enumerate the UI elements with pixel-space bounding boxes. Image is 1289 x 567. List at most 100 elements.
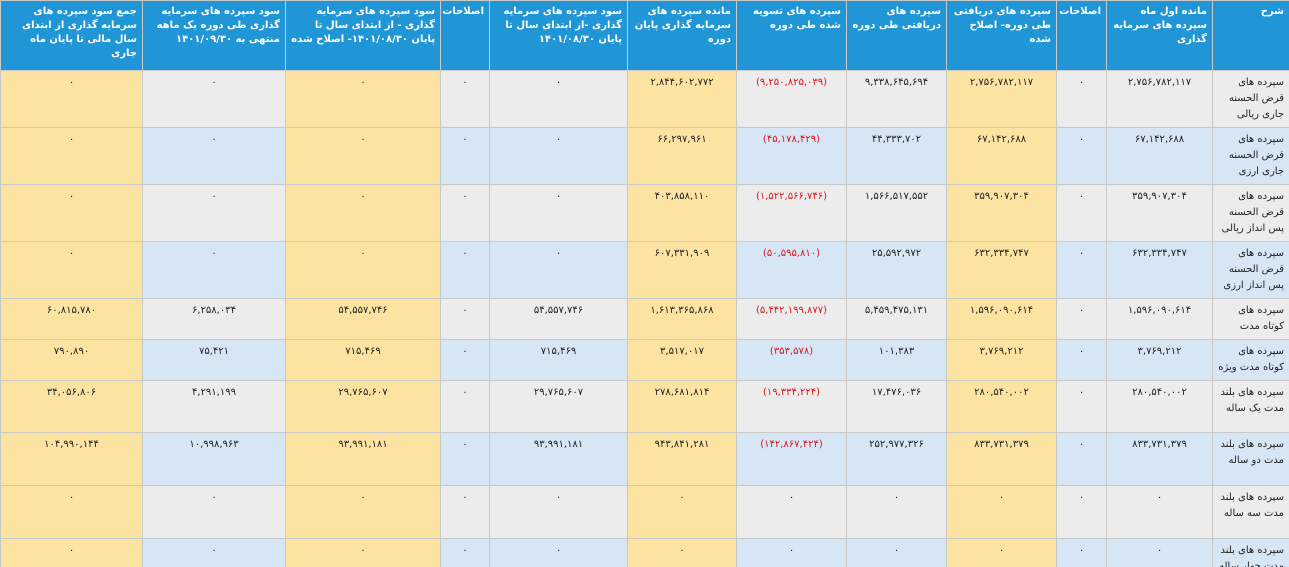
table-cell: (۱۹,۳۳۴,۲۲۴): [736, 380, 847, 433]
table-cell: ۵,۴۵۹,۴۷۵,۱۳۱: [846, 298, 947, 340]
row-label: سپرده های بلند مدت دو ساله: [1212, 432, 1289, 486]
table-cell: ۳,۷۶۹,۲۱۲: [946, 339, 1057, 381]
table-cell: ۱۰۴,۹۹۰,۱۴۴: [0, 432, 143, 486]
table-cell: ۲۵,۵۹۲,۹۷۲: [846, 241, 947, 299]
table-cell: ۰: [1056, 339, 1107, 381]
table-cell: ۹۴۳,۸۴۱,۲۸۱: [627, 432, 737, 486]
table-cell: ۲,۷۵۶,۷۸۲,۱۱۷: [1106, 70, 1213, 128]
table-cell: ۰: [846, 538, 947, 567]
table-cell: ۶۷,۱۴۲,۶۸۸: [946, 127, 1057, 185]
table-cell: ۲۹,۷۶۵,۶۰۷: [489, 380, 628, 433]
table-cell: ۹۳,۹۹۱,۱۸۱: [285, 432, 441, 486]
column-header: سپرده های دریافتی طی دوره: [846, 0, 947, 71]
table-cell: ۷۹۰,۸۹۰: [0, 339, 143, 381]
table-cell: ۴,۲۹۱,۱۹۹: [142, 380, 286, 433]
table-cell: ۰: [440, 432, 490, 486]
table-cell: ۶۰,۸۱۵,۷۸۰: [0, 298, 143, 340]
table-row: سپرده های کوتاه مدت ۱,۵۹۶,۰۹۰,۶۱۴ ۰ ۱,۵۹۶,۰…: [0, 298, 1289, 340]
table-cell: ۰: [440, 380, 490, 433]
table-cell: ۲۸۰,۵۴۰,۰۰۲: [946, 380, 1057, 433]
table-cell: ۳۵۹,۹۰۷,۳۰۴: [1106, 184, 1213, 242]
table-body: سپرده های قرض الحسنه جاری ریالی ۲,۷۵۶,۷۸۲…: [0, 70, 1289, 567]
table-cell: (۹,۲۵۰,۸۲۵,۰۳۹): [736, 70, 847, 128]
table-cell: (۱,۵۲۲,۵۶۶,۷۴۶): [736, 184, 847, 242]
table-cell: ۰: [0, 538, 143, 567]
table-cell: (۵,۴۴۲,۱۹۹,۸۷۷): [736, 298, 847, 340]
row-label: سپرده های کوتاه مدت ویژه: [1212, 339, 1289, 381]
table-cell: ۱,۶۱۳,۳۶۵,۸۶۸: [627, 298, 737, 340]
row-label: سپرده های قرض الحسنه جاری ارزی: [1212, 127, 1289, 185]
table-cell: (۳۵۳,۵۷۸): [736, 339, 847, 381]
table-cell: ۰: [142, 70, 286, 128]
table-cell: ۷۱۵,۴۶۹: [489, 339, 628, 381]
table-cell: ۰: [489, 485, 628, 539]
table-cell: ۱۷,۴۷۶,۰۳۶: [846, 380, 947, 433]
table-cell: ۱,۵۶۶,۵۱۷,۵۵۲: [846, 184, 947, 242]
table-cell: ۰: [142, 127, 286, 185]
column-header: سود سپرده های سرمایه گذاری - از ابتدای س…: [285, 0, 441, 71]
table-cell: ۰: [142, 538, 286, 567]
table-cell: ۰: [1056, 380, 1107, 433]
column-header: سپرده های تسویه شده طی دوره: [736, 0, 847, 71]
table-cell: ۴۰۳,۸۵۸,۱۱۰: [627, 184, 737, 242]
row-label: سپرده های بلند مدت سه ساله: [1212, 485, 1289, 539]
table-cell: ۶۳۲,۳۳۴,۷۴۷: [946, 241, 1057, 299]
table-cell: ۴۴,۳۳۳,۷۰۲: [846, 127, 947, 185]
table-cell: ۰: [285, 538, 441, 567]
table-cell: ۸۳۳,۷۳۱,۳۷۹: [946, 432, 1057, 486]
table-cell: ۰: [1106, 485, 1213, 539]
table-cell: ۶۳۲,۳۳۴,۷۴۷: [1106, 241, 1213, 299]
table-cell: (۴۵,۱۷۸,۴۲۹): [736, 127, 847, 185]
table-cell: ۷۱۵,۴۶۹: [285, 339, 441, 381]
table-cell: ۰: [440, 538, 490, 567]
table-cell: ۲,۷۵۶,۷۸۲,۱۱۷: [946, 70, 1057, 128]
table-cell: ۱,۵۹۶,۰۹۰,۶۱۴: [1106, 298, 1213, 340]
table-cell: ۰: [627, 485, 737, 539]
table-cell: ۰: [1056, 485, 1107, 539]
table-cell: (۱۴۲,۸۶۷,۴۲۴): [736, 432, 847, 486]
row-label: سپرده های بلند مدت یک ساله: [1212, 380, 1289, 433]
table-cell: ۰: [440, 241, 490, 299]
table-cell: ۰: [0, 485, 143, 539]
table-cell: ۰: [285, 485, 441, 539]
row-label: سپرده های قرض الحسنه پس انداز ارزی: [1212, 241, 1289, 299]
table-row: سپرده های قرض الحسنه پس انداز ارزی ۶۳۲,۳۳…: [0, 241, 1289, 299]
table-cell: ۰: [440, 485, 490, 539]
row-label: سپرده های بلند مدت چهار ساله: [1212, 538, 1289, 567]
table-cell: ۰: [0, 184, 143, 242]
row-label: سپرده های قرض الحسنه جاری ریالی: [1212, 70, 1289, 128]
table-row: سپرده های قرض الحسنه پس انداز ریالی ۳۵۹,۹…: [0, 184, 1289, 242]
table-cell: ۰: [946, 485, 1057, 539]
table-cell: ۶۷,۱۴۲,۶۸۸: [1106, 127, 1213, 185]
column-header: سپرده های دریافتی طی دوره- اصلاح شده: [946, 0, 1057, 71]
table-cell: ۰: [489, 241, 628, 299]
table-cell: ۰: [1056, 538, 1107, 567]
table-row: سپرده های بلند مدت دو ساله ۸۳۳,۷۳۱,۳۷۹ ۰ ۸۳…: [0, 432, 1289, 486]
table-cell: ۰: [0, 241, 143, 299]
table-row: سپرده های بلند مدت سه ساله ۰ ۰ ۰ ۰ ۰ ۰ ۰ ۰ ۰ ۰ ۰: [0, 485, 1289, 539]
table-cell: ۰: [1056, 184, 1107, 242]
table-cell: ۹,۳۳۸,۶۴۵,۶۹۴: [846, 70, 947, 128]
row-label: سپرده های قرض الحسنه پس انداز ریالی: [1212, 184, 1289, 242]
table-cell: ۰: [1056, 432, 1107, 486]
table-cell: ۲۷۸,۶۸۱,۸۱۴: [627, 380, 737, 433]
table-cell: ۸۳۳,۷۳۱,۳۷۹: [1106, 432, 1213, 486]
column-header: مانده سپرده های سرمایه گذاری پایان دوره: [627, 0, 737, 71]
table-cell: ۰: [440, 298, 490, 340]
table-cell: ۲۸۰,۵۴۰,۰۰۲: [1106, 380, 1213, 433]
table-cell: ۰: [440, 184, 490, 242]
table-cell: ۹۳,۹۹۱,۱۸۱: [489, 432, 628, 486]
table-cell: ۰: [489, 184, 628, 242]
table-cell: ۰: [846, 485, 947, 539]
table-row: سپرده های بلند مدت چهار ساله ۰ ۰ ۰ ۰ ۰ ۰ ۰ ۰ ۰ ۰ ۰: [0, 538, 1289, 567]
table-cell: ۲۹,۷۶۵,۶۰۷: [285, 380, 441, 433]
column-header: مانده اول ماه سپرده های سرمایه گذاری: [1106, 0, 1213, 71]
table-cell: ۰: [142, 241, 286, 299]
table-cell: ۰: [285, 184, 441, 242]
table-cell: ۵۴,۵۵۷,۷۴۶: [285, 298, 441, 340]
column-header: سود سپرده های سرمایه گذاری -از ابتدای سا…: [489, 0, 628, 71]
table-cell: ۵۴,۵۵۷,۷۴۶: [489, 298, 628, 340]
column-header: جمع سود سپرده های سرمایه گذاری از ابتدای…: [0, 0, 143, 71]
table-cell: ۰: [736, 538, 847, 567]
